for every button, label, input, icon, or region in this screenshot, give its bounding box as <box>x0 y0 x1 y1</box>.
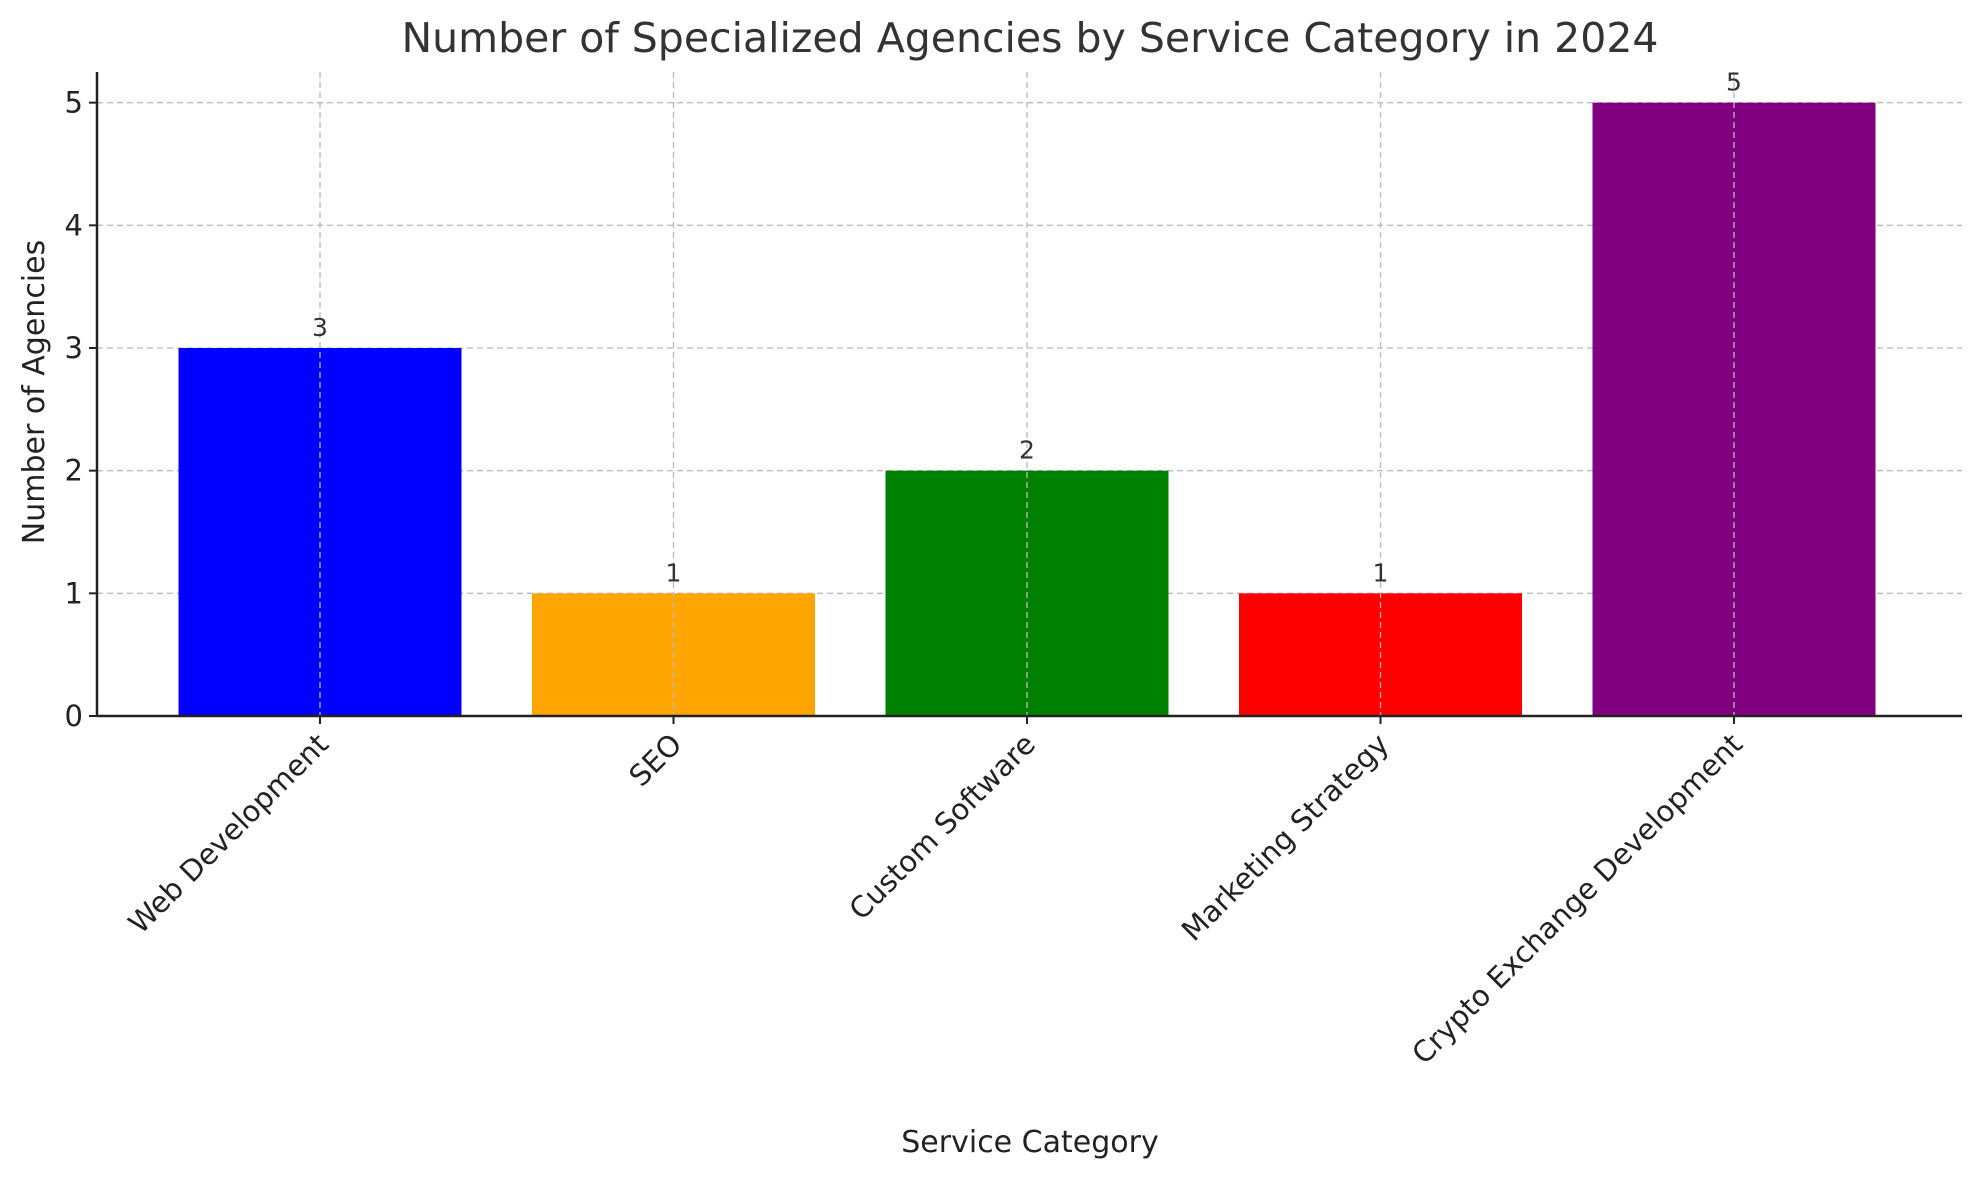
data-labels: 3 1 2 1 5 <box>312 68 1742 588</box>
y-tick-label: 1 <box>65 576 83 610</box>
y-tick-label: 5 <box>65 86 83 120</box>
bar-value-label: 3 <box>312 313 328 342</box>
x-tick-label: Web Development <box>122 727 335 940</box>
bar-value-label: 1 <box>666 558 682 587</box>
x-tick-label: SEO <box>622 727 688 793</box>
y-tick-label: 0 <box>65 699 83 733</box>
chart-title: Number of Specialized Agencies by Servic… <box>402 14 1659 62</box>
y-axis-ticks: 0 1 2 3 4 5 <box>65 86 97 733</box>
y-axis-label: Number of Agencies <box>17 240 52 544</box>
x-axis-ticks: Web Development SEO Custom Software Marketi… <box>122 716 1749 1071</box>
vertical-gridlines <box>319 72 1735 716</box>
y-tick-label: 4 <box>65 208 83 242</box>
y-tick-label: 2 <box>65 454 83 488</box>
y-tick-label: 3 <box>65 331 83 365</box>
x-tick-label: Crypto Exchange Development <box>1405 727 1749 1071</box>
bar-value-label: 2 <box>1019 436 1035 465</box>
x-tick-label: Custom Software <box>842 727 1042 927</box>
axes <box>95 72 1962 718</box>
x-axis-label: Service Category <box>901 1125 1158 1160</box>
x-tick-label: Marketing Strategy <box>1175 727 1396 948</box>
bar-value-label: 1 <box>1373 558 1389 587</box>
bar-value-label: 5 <box>1726 68 1742 97</box>
